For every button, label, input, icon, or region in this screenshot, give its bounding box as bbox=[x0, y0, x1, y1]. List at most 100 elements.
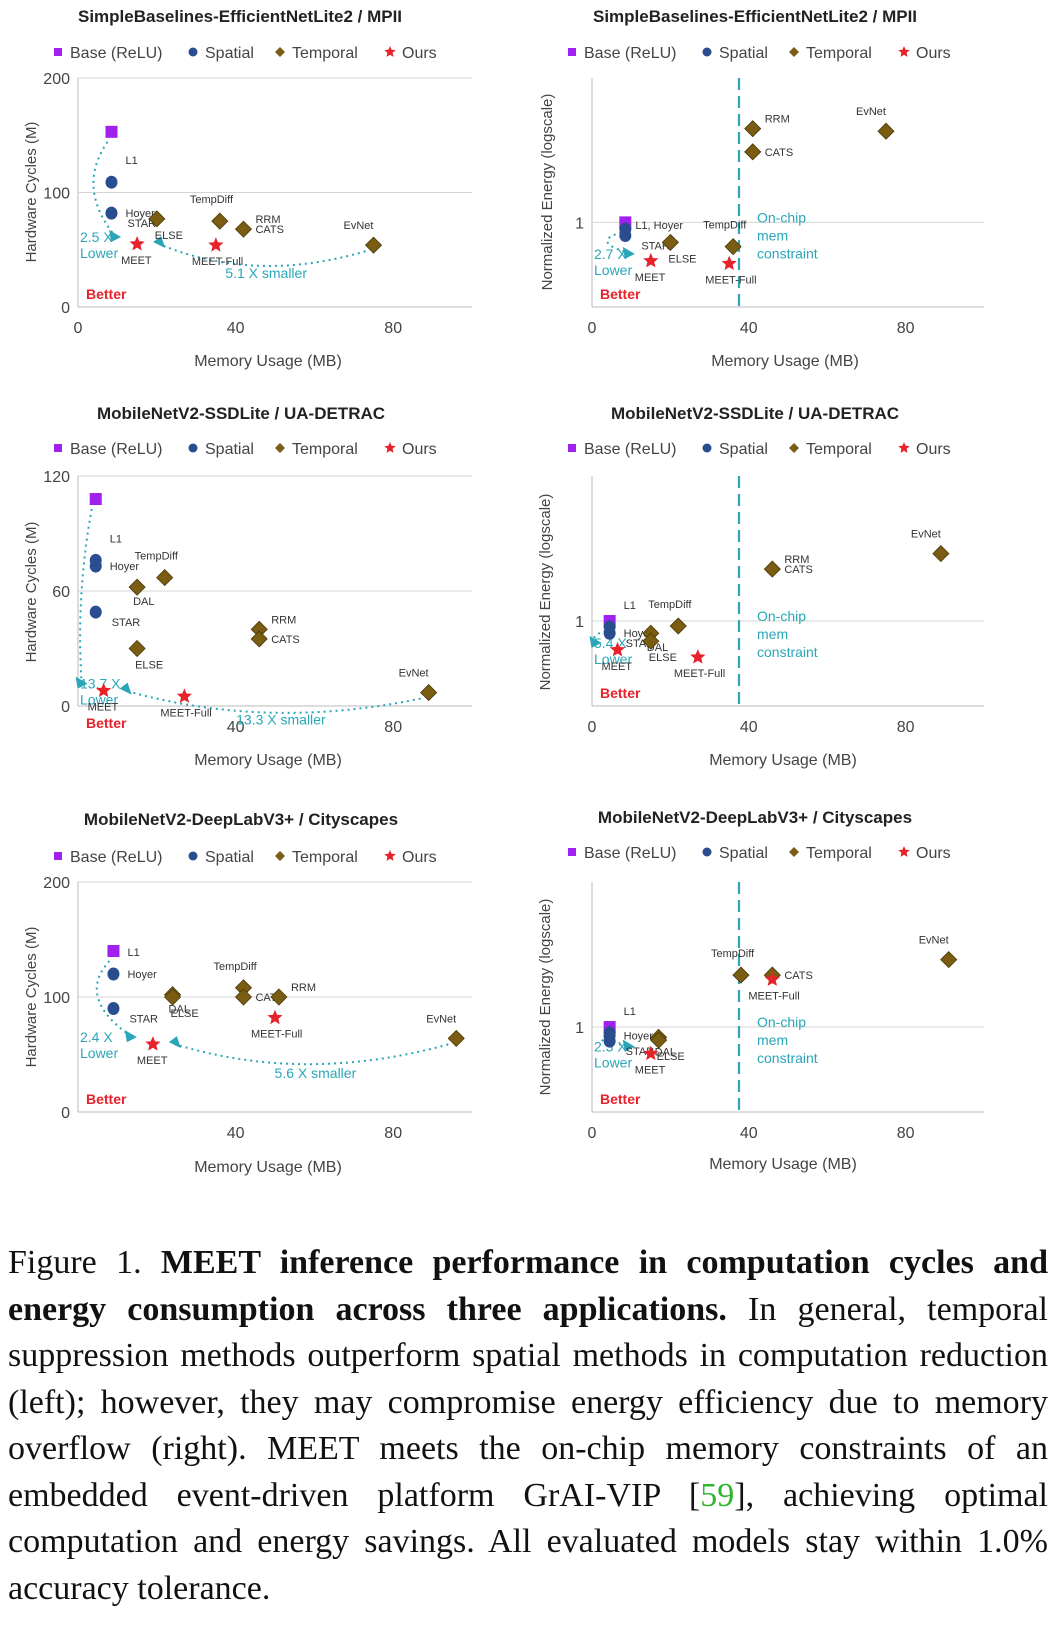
lower-annotation-word: Lower bbox=[594, 1055, 632, 1071]
caption-bold: MEET inference performance in computatio… bbox=[8, 1244, 1048, 1328]
legend-marker-temporal bbox=[275, 443, 285, 453]
legend-marker-ours bbox=[898, 46, 910, 57]
y-tick-label: 200 bbox=[43, 71, 70, 88]
marker-spatial bbox=[619, 228, 632, 242]
point-label: MEET bbox=[121, 255, 152, 267]
point-label: MEET bbox=[601, 661, 632, 673]
arrow-head bbox=[622, 246, 635, 259]
point-label: MEET bbox=[88, 702, 119, 714]
point-label: CATS bbox=[784, 970, 813, 982]
x-tick-label: 80 bbox=[384, 320, 402, 337]
marker-temporal bbox=[211, 212, 229, 230]
point-label: DAL bbox=[133, 596, 154, 608]
point-label: ELSE bbox=[171, 1008, 199, 1020]
point-label: ELSE bbox=[668, 253, 696, 265]
legend-label-temporal: Temporal bbox=[292, 45, 358, 62]
arrow-head bbox=[589, 635, 602, 648]
point-label: MEET-Full bbox=[748, 990, 799, 1002]
legend-label-base: Base (ReLU) bbox=[70, 441, 162, 458]
better-label: Better bbox=[600, 1091, 641, 1107]
legend-marker-temporal bbox=[275, 47, 285, 57]
smaller-annotation: 5.1 X smaller bbox=[225, 265, 307, 281]
y-tick-label: 1 bbox=[575, 1020, 584, 1037]
marker-ours bbox=[176, 688, 192, 703]
legend-label-temporal: Temporal bbox=[806, 45, 872, 62]
legend-label-spatial: Spatial bbox=[719, 45, 768, 62]
chart-legend: Base (ReLU) Spatial Temporal Ours bbox=[568, 441, 951, 458]
point-label: STAR bbox=[641, 240, 670, 252]
chart-title: MobileNetV2-DeepLabV3+ / Cityscapes bbox=[84, 810, 398, 829]
arrow-head bbox=[153, 236, 166, 249]
marker-temporal bbox=[650, 1031, 668, 1049]
point-label: EvNet bbox=[856, 106, 886, 118]
point-label: L1, Hoyer bbox=[635, 220, 683, 232]
legend-marker-spatial bbox=[702, 47, 712, 57]
marker-spatial bbox=[107, 1002, 120, 1015]
constraint-label: constraint bbox=[757, 245, 818, 261]
legend-label-base: Base (ReLU) bbox=[70, 849, 162, 866]
legend-marker-base bbox=[568, 444, 576, 452]
marker-ours bbox=[690, 649, 706, 664]
smaller-annotation: 13.3 X smaller bbox=[236, 712, 326, 728]
marker-temporal bbox=[234, 988, 253, 1006]
lower-annotation: 2.5 X bbox=[80, 229, 113, 245]
point-label: MEET-Full bbox=[251, 1029, 302, 1041]
marker-spatial bbox=[89, 605, 102, 619]
legend-label-ours: Ours bbox=[402, 45, 437, 62]
chart-legend: Base (ReLU) Spatial Temporal Ours bbox=[568, 845, 951, 862]
point-label: EvNet bbox=[911, 529, 941, 541]
legend-marker-temporal bbox=[275, 851, 285, 861]
point-label: MEET bbox=[635, 272, 666, 284]
marker-ours bbox=[643, 1045, 659, 1061]
point-label: TempDiff bbox=[648, 599, 692, 611]
point-label: CATS bbox=[255, 224, 284, 236]
point-label: TempDiff bbox=[213, 961, 257, 973]
legend-label-spatial: Spatial bbox=[205, 849, 254, 866]
constraint-label: On-chip bbox=[757, 1014, 806, 1030]
marker-temporal bbox=[642, 632, 660, 650]
lower-annotation: 13.7 X bbox=[80, 676, 121, 692]
point-label: MEET-Full bbox=[160, 707, 211, 719]
figure-label: Figure 1. bbox=[8, 1244, 142, 1281]
marker-temporal bbox=[148, 210, 166, 228]
lower-annotation-word: Lower bbox=[80, 692, 118, 708]
point-label: STAR bbox=[626, 1046, 655, 1058]
x-tick-label: 40 bbox=[740, 719, 758, 736]
marker-temporal bbox=[724, 238, 742, 256]
x-tick-label: 0 bbox=[74, 320, 83, 337]
legend-marker-ours bbox=[898, 846, 910, 857]
marker-ours bbox=[129, 236, 145, 251]
point-label: ELSE bbox=[649, 652, 677, 664]
y-tick-label: 200 bbox=[43, 875, 70, 892]
point-label: ELSE bbox=[155, 230, 183, 242]
legend-marker-ours bbox=[384, 46, 396, 57]
improvement-curve bbox=[606, 231, 630, 254]
point-label: STAR bbox=[127, 218, 156, 230]
legend-marker-ours bbox=[384, 850, 396, 861]
x-axis-label: Memory Usage (MB) bbox=[194, 353, 342, 370]
citation-link[interactable]: 59 bbox=[700, 1476, 735, 1514]
x-tick-label: 80 bbox=[897, 719, 915, 736]
y-axis-label: Normalized Energy (logscale) bbox=[539, 94, 556, 291]
legend-marker-ours bbox=[898, 442, 910, 453]
point-label: L1 bbox=[125, 155, 137, 167]
chart-legend: Base (ReLU) Spatial Temporal Ours bbox=[54, 45, 437, 62]
x-tick-label: 40 bbox=[227, 719, 245, 736]
constraint-label: mem bbox=[757, 1032, 788, 1048]
improvement-curve bbox=[95, 960, 132, 1037]
point-label: STAR bbox=[129, 1014, 158, 1026]
legend-label-ours: Ours bbox=[916, 45, 951, 62]
point-label: MEET bbox=[137, 1055, 168, 1067]
marker-base bbox=[89, 493, 102, 505]
legend-label-temporal: Temporal bbox=[806, 845, 872, 862]
point-label: EvNet bbox=[919, 935, 949, 947]
point-label: TempDiff bbox=[711, 948, 755, 960]
caption-text-end: ], achieving optimal computation and ene… bbox=[8, 1476, 1048, 1607]
chart-title: MobileNetV2-SSDLite / UA-DETRAC bbox=[97, 404, 385, 423]
x-axis-label: Memory Usage (MB) bbox=[194, 752, 342, 769]
legend-label-ours: Ours bbox=[402, 441, 437, 458]
marker-temporal bbox=[270, 988, 288, 1006]
y-tick-label: 0 bbox=[61, 300, 70, 317]
legend-marker-spatial bbox=[702, 443, 712, 453]
arrow-head bbox=[622, 1039, 635, 1052]
